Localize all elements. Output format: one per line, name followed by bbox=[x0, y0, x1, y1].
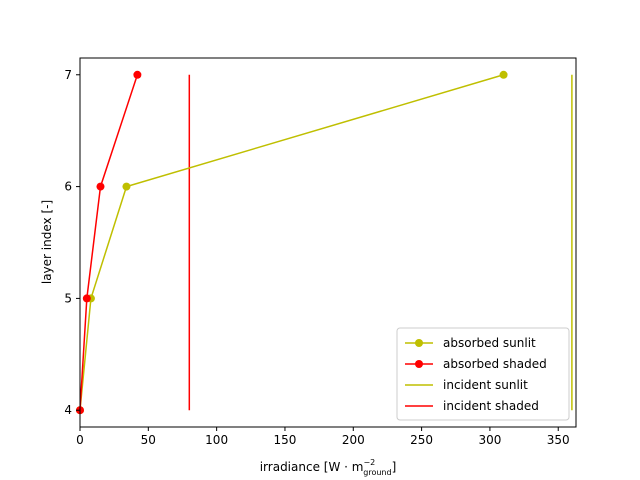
y-tick-label: 6 bbox=[64, 180, 72, 194]
legend-marker bbox=[415, 339, 423, 347]
data-point-absorbed-sunlit bbox=[122, 182, 131, 191]
x-tick-label: 0 bbox=[76, 433, 84, 447]
legend-label: absorbed shaded bbox=[443, 357, 547, 371]
x-tick-label: 350 bbox=[547, 433, 570, 447]
y-axis-ticks: 4 5 6 7 bbox=[64, 68, 80, 417]
x-axis-ticks: 0 50 100 150 200 250 300 350 bbox=[76, 427, 570, 447]
series-line-absorbed-sunlit bbox=[79, 74, 504, 411]
legend-label: incident shaded bbox=[443, 399, 539, 413]
data-point-absorbed-sunlit bbox=[499, 70, 508, 79]
legend-label: absorbed sunlit bbox=[443, 336, 536, 350]
legend-label: incident sunlit bbox=[443, 378, 528, 392]
x-tick-label: 250 bbox=[410, 433, 433, 447]
y-axis-label: layer index [-] bbox=[40, 200, 54, 284]
x-tick-label: 100 bbox=[205, 433, 228, 447]
y-tick-label: 7 bbox=[64, 68, 72, 82]
legend: absorbed sunlit absorbed shaded incident s… bbox=[396, 327, 570, 421]
x-tick-label: 150 bbox=[274, 433, 297, 447]
legend-box bbox=[396, 327, 570, 421]
data-point-absorbed-shaded bbox=[133, 70, 142, 79]
axes-frame bbox=[79, 57, 577, 428]
legend-marker bbox=[415, 360, 423, 368]
data-point-absorbed-shaded bbox=[82, 294, 91, 303]
y-tick-label: 4 bbox=[64, 403, 72, 417]
y-tick-label: 5 bbox=[64, 291, 72, 305]
x-axis-label: irradiance [W · m−2 ground] bbox=[260, 458, 397, 477]
data-point-absorbed-shaded bbox=[96, 182, 105, 191]
x-tick-label: 200 bbox=[342, 433, 365, 447]
x-tick-label: 300 bbox=[478, 433, 501, 447]
x-tick-label: 50 bbox=[141, 433, 156, 447]
series-line-absorbed-shaded bbox=[79, 74, 139, 411]
